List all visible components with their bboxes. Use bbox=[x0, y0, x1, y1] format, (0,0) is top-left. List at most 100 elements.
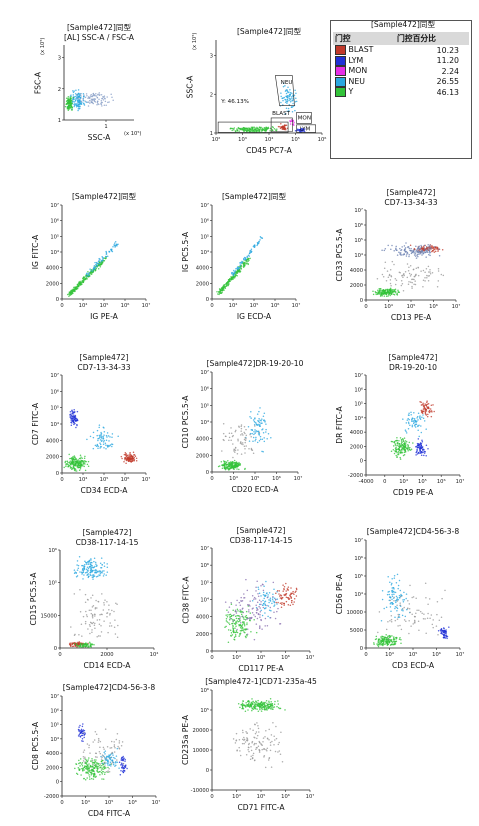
event-point bbox=[286, 90, 289, 93]
event-point bbox=[76, 569, 79, 571]
legend-gate-name: MON bbox=[348, 66, 368, 76]
event-point bbox=[79, 588, 81, 591]
event-point bbox=[87, 765, 89, 768]
event-point bbox=[244, 432, 246, 435]
event-point bbox=[245, 730, 247, 733]
event-point bbox=[98, 762, 100, 765]
event-point bbox=[276, 591, 278, 593]
event-point bbox=[277, 703, 280, 705]
event-point bbox=[245, 428, 247, 431]
event-point bbox=[384, 248, 387, 250]
event-point bbox=[256, 722, 258, 724]
event-point bbox=[425, 256, 427, 258]
event-point bbox=[228, 279, 230, 282]
event-point bbox=[84, 560, 86, 562]
y-tick-label: 10⁶ bbox=[354, 223, 363, 229]
event-point bbox=[420, 401, 422, 404]
event-point bbox=[98, 98, 100, 100]
event-point bbox=[390, 450, 393, 453]
event-point bbox=[271, 602, 273, 605]
event-point bbox=[133, 457, 136, 459]
event-point bbox=[228, 463, 230, 466]
event-point bbox=[77, 641, 79, 644]
x-tick-label: 10⁴ bbox=[385, 652, 394, 658]
y-tick-label: 5000 bbox=[350, 628, 363, 634]
event-point bbox=[224, 601, 227, 603]
event-point bbox=[77, 92, 80, 95]
event-point bbox=[86, 101, 89, 104]
event-point bbox=[84, 756, 86, 758]
plot-subtitle: DR-19-20-10 bbox=[388, 363, 438, 372]
event-point bbox=[95, 572, 97, 574]
event-point bbox=[443, 631, 445, 634]
event-point bbox=[220, 460, 223, 463]
event-point bbox=[287, 604, 290, 606]
event-point bbox=[261, 128, 263, 131]
plot-subtitle: CD7-13-34-33 bbox=[384, 198, 438, 207]
event-point bbox=[124, 459, 126, 461]
event-point bbox=[81, 725, 84, 728]
event-point bbox=[247, 262, 249, 265]
event-point bbox=[289, 93, 292, 95]
event-point bbox=[248, 742, 250, 745]
event-point bbox=[288, 104, 291, 106]
event-point bbox=[97, 93, 99, 96]
event-point bbox=[241, 623, 244, 625]
event-point bbox=[235, 732, 238, 735]
event-point bbox=[237, 267, 240, 270]
legend-gate-percent: 10.23 bbox=[436, 45, 459, 55]
event-point bbox=[121, 763, 123, 766]
event-point bbox=[122, 762, 125, 765]
plot-title: [Sample472]DR-19-20-10 bbox=[206, 359, 304, 368]
y-tick-label: 1 bbox=[58, 118, 61, 124]
event-point bbox=[107, 764, 109, 766]
event-point bbox=[400, 595, 402, 598]
event-point bbox=[94, 761, 96, 763]
event-point bbox=[268, 601, 270, 604]
x-tick-label: 10⁶ bbox=[281, 655, 290, 661]
event-point bbox=[80, 763, 83, 765]
event-point bbox=[387, 591, 389, 593]
event-point bbox=[414, 252, 417, 255]
event-point bbox=[389, 289, 391, 291]
event-point bbox=[75, 426, 77, 429]
event-point bbox=[116, 245, 118, 247]
event-point bbox=[429, 244, 431, 247]
event-point bbox=[100, 557, 103, 559]
event-point bbox=[287, 107, 290, 110]
legend-gate-name: LYM bbox=[348, 55, 364, 65]
event-point bbox=[106, 96, 108, 98]
event-point bbox=[286, 98, 288, 101]
event-point bbox=[70, 94, 72, 96]
event-point bbox=[445, 635, 448, 637]
event-point bbox=[231, 273, 233, 275]
event-point bbox=[80, 623, 83, 625]
plot-title: [Sample472-1]CD71-235a-45 bbox=[205, 677, 317, 686]
event-point bbox=[255, 611, 258, 614]
event-point bbox=[422, 408, 425, 410]
event-point bbox=[399, 449, 401, 452]
event-point bbox=[403, 440, 405, 443]
event-point bbox=[108, 767, 110, 770]
event-point bbox=[386, 270, 389, 272]
x-axis-label: IG PE-A bbox=[90, 312, 118, 321]
event-point bbox=[397, 615, 400, 617]
event-point bbox=[241, 608, 244, 610]
event-point bbox=[87, 560, 89, 563]
event-point bbox=[292, 590, 294, 593]
x-tick-label: 10⁷ bbox=[452, 304, 461, 310]
event-point bbox=[246, 628, 249, 630]
event-point bbox=[391, 578, 393, 580]
plot-title: [Sample472] bbox=[388, 353, 438, 362]
event-point bbox=[385, 279, 388, 282]
event-point bbox=[70, 457, 72, 460]
swatch-blast bbox=[335, 45, 346, 56]
event-point bbox=[90, 760, 92, 762]
event-point bbox=[99, 770, 101, 773]
event-point bbox=[276, 128, 278, 130]
event-point bbox=[223, 462, 225, 464]
event-point bbox=[440, 631, 443, 633]
event-point bbox=[83, 462, 86, 464]
event-point bbox=[90, 565, 92, 567]
